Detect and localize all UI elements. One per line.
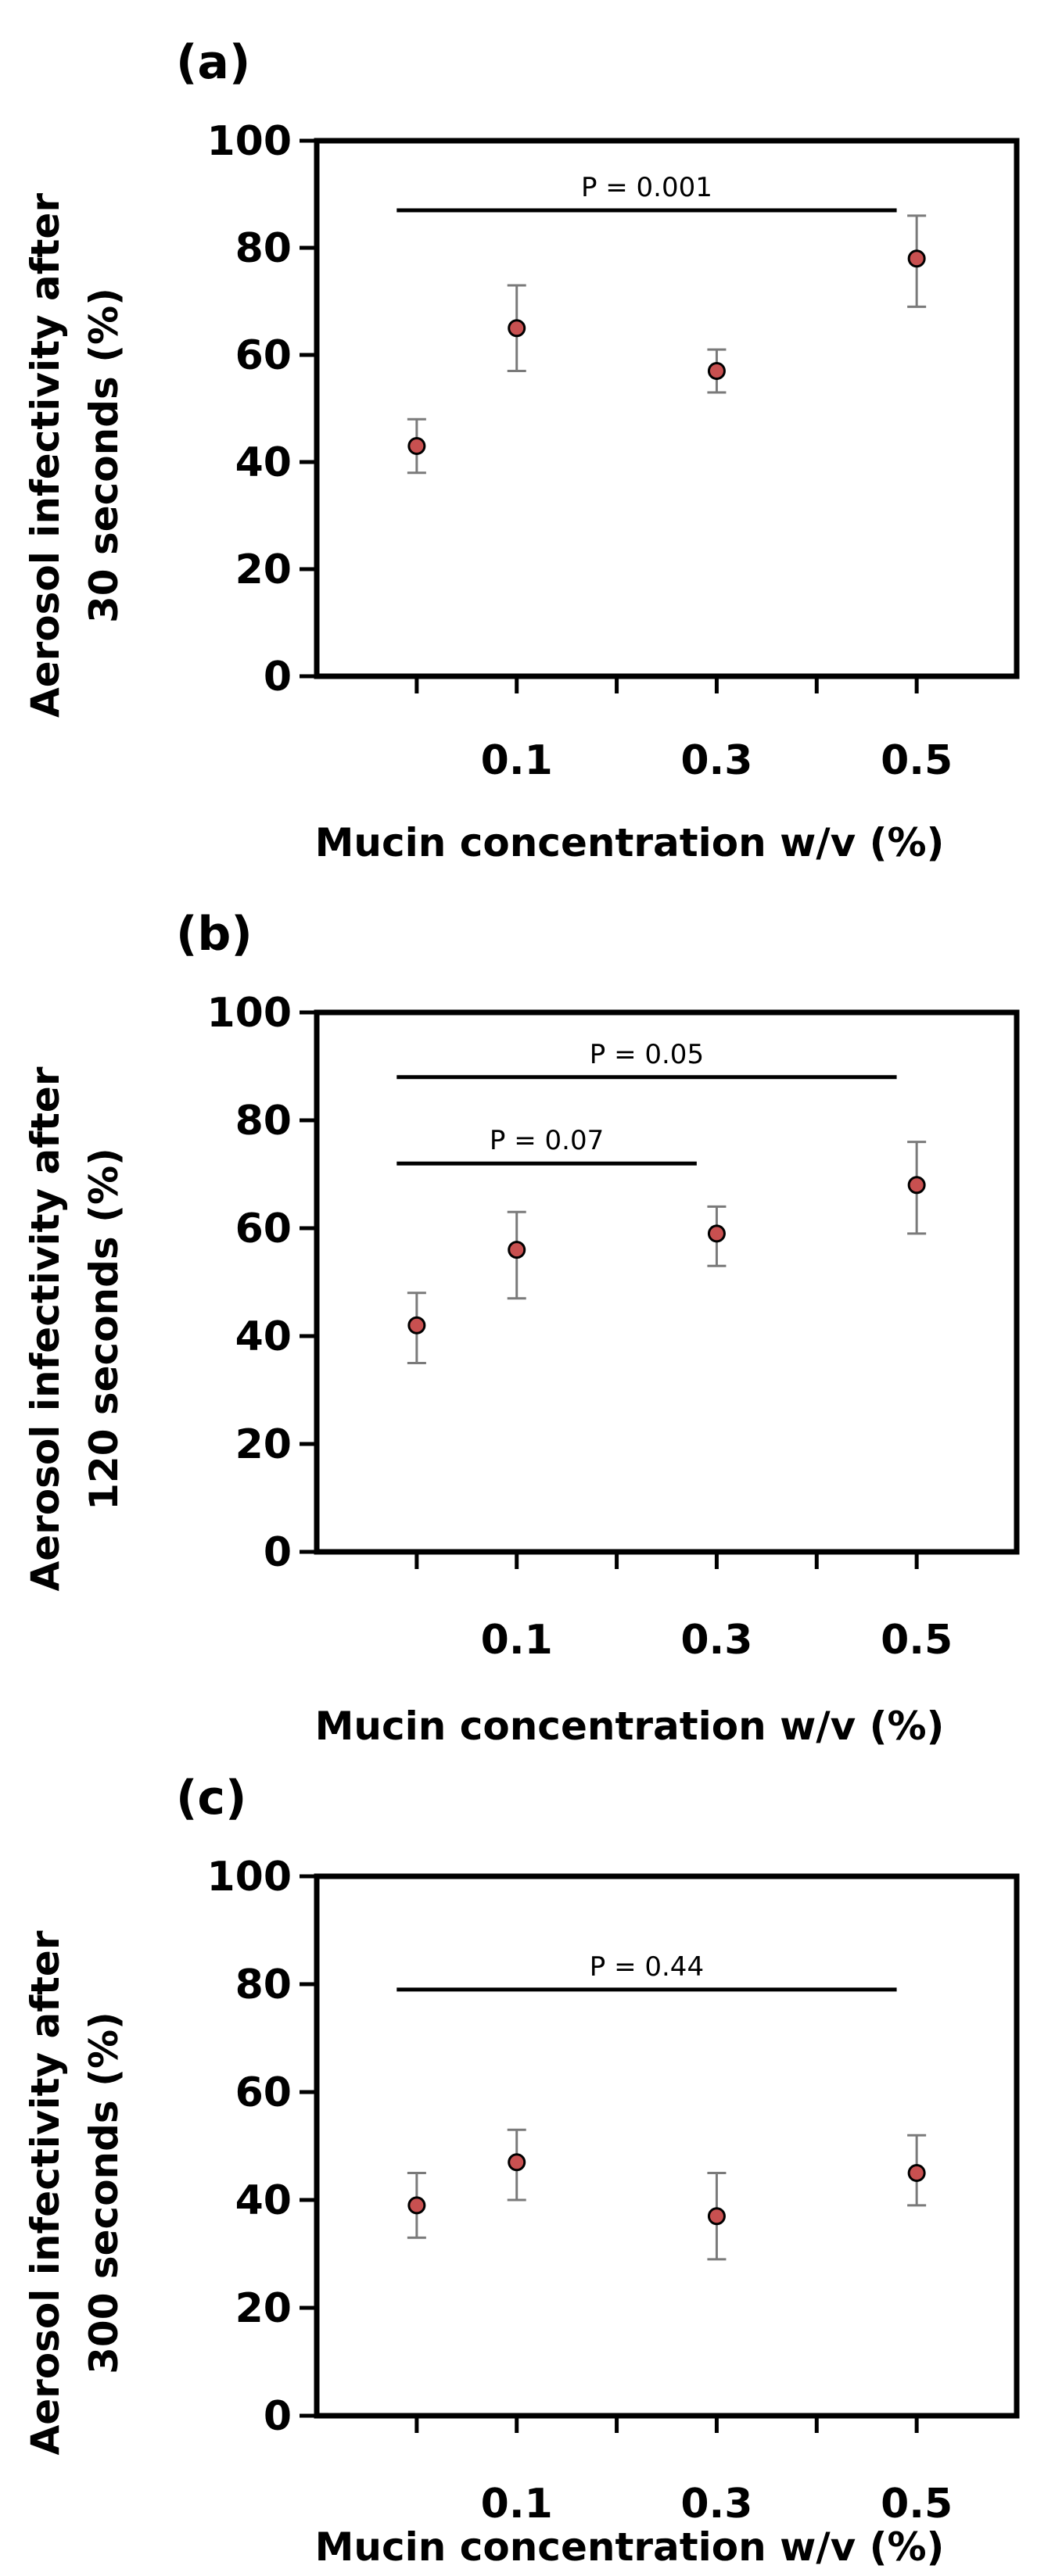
y-axis-title-line1: Aerosol infectivity after: [23, 193, 68, 718]
y-axis-title-line1: Aerosol infectivity after: [23, 1066, 68, 1591]
panel-label: (c): [176, 1771, 246, 1825]
data-point: [907, 2164, 926, 2182]
y-tick-label: 80: [235, 1962, 292, 2008]
data-point: [407, 436, 426, 455]
x-axis-title: Mucin concentration w/v (%): [315, 1704, 945, 1749]
chart-panel-1: (a) 0 20 40 60 80 100 0.1 0.3 0.5 Mucin concentrat…: [23, 35, 1020, 865]
x-tick-label: 0.1: [481, 737, 553, 784]
y-axis-title-line1: Aerosol infectivity after: [23, 1930, 68, 2455]
data-point: [407, 1316, 426, 1335]
y-tick-label: 60: [235, 332, 292, 379]
y-tick-label: 0: [264, 654, 292, 700]
y-tick-label: 40: [235, 439, 292, 486]
p-value-label: P = 0.05: [590, 1039, 704, 1070]
p-value-label: P = 0.07: [490, 1125, 604, 1156]
y-tick-label: 60: [235, 1206, 292, 1252]
data-point: [508, 319, 526, 338]
x-tick-label: 0.5: [881, 737, 953, 784]
y-tick-label: 0: [264, 1529, 292, 1576]
p-value-label: P = 0.44: [590, 1951, 704, 1983]
x-tick-label: 0.1: [481, 2481, 553, 2528]
plot-frame: [314, 1009, 1020, 1555]
x-tick-label: 0.3: [680, 2481, 752, 2528]
plot-frame: [314, 138, 1020, 679]
y-axis-title-line2: 120 seconds (%): [81, 1148, 127, 1510]
panel-label: (a): [176, 35, 250, 90]
y-tick-label: 100: [206, 118, 292, 165]
chart-panel-2: (b) 0 20 40 60 80 100 0.1 0.3 0.5 Mucin concentrat…: [23, 907, 1020, 1749]
data-point: [508, 1241, 526, 1259]
panel-label: (b): [176, 907, 253, 962]
y-tick-label: 80: [235, 1098, 292, 1145]
data-point: [707, 362, 726, 381]
data-point: [707, 1224, 726, 1243]
y-tick-label: 20: [235, 1421, 292, 1468]
x-tick-label: 0.5: [881, 2481, 953, 2528]
x-tick-label: 0.3: [680, 737, 752, 784]
x-tick-label: 0.3: [680, 1617, 752, 1664]
data-point: [907, 1176, 926, 1195]
y-tick-label: 100: [206, 990, 292, 1037]
plot-frame: [314, 1873, 1020, 2419]
y-axis-title-line2: 300 seconds (%): [81, 2012, 127, 2374]
data-point: [907, 249, 926, 268]
y-tick-label: 60: [235, 2069, 292, 2116]
x-tick-label: 0.1: [481, 1617, 553, 1664]
y-tick-label: 100: [206, 1854, 292, 1901]
y-tick-label: 0: [264, 2393, 292, 2440]
y-tick-label: 20: [235, 2285, 292, 2332]
x-axis-title: Mucin concentration w/v (%): [315, 2524, 945, 2570]
y-tick-label: 40: [235, 2177, 292, 2224]
data-point: [407, 2196, 426, 2215]
data-point: [707, 2207, 726, 2226]
p-value-label: P = 0.001: [581, 172, 712, 203]
y-tick-label: 20: [235, 546, 292, 593]
y-axis-title-line2: 30 seconds (%): [81, 288, 127, 623]
x-tick-label: 0.5: [881, 1617, 953, 1664]
y-tick-label: 80: [235, 225, 292, 272]
x-axis-title: Mucin concentration w/v (%): [315, 820, 945, 865]
y-tick-label: 40: [235, 1313, 292, 1360]
data-point: [508, 2153, 526, 2172]
